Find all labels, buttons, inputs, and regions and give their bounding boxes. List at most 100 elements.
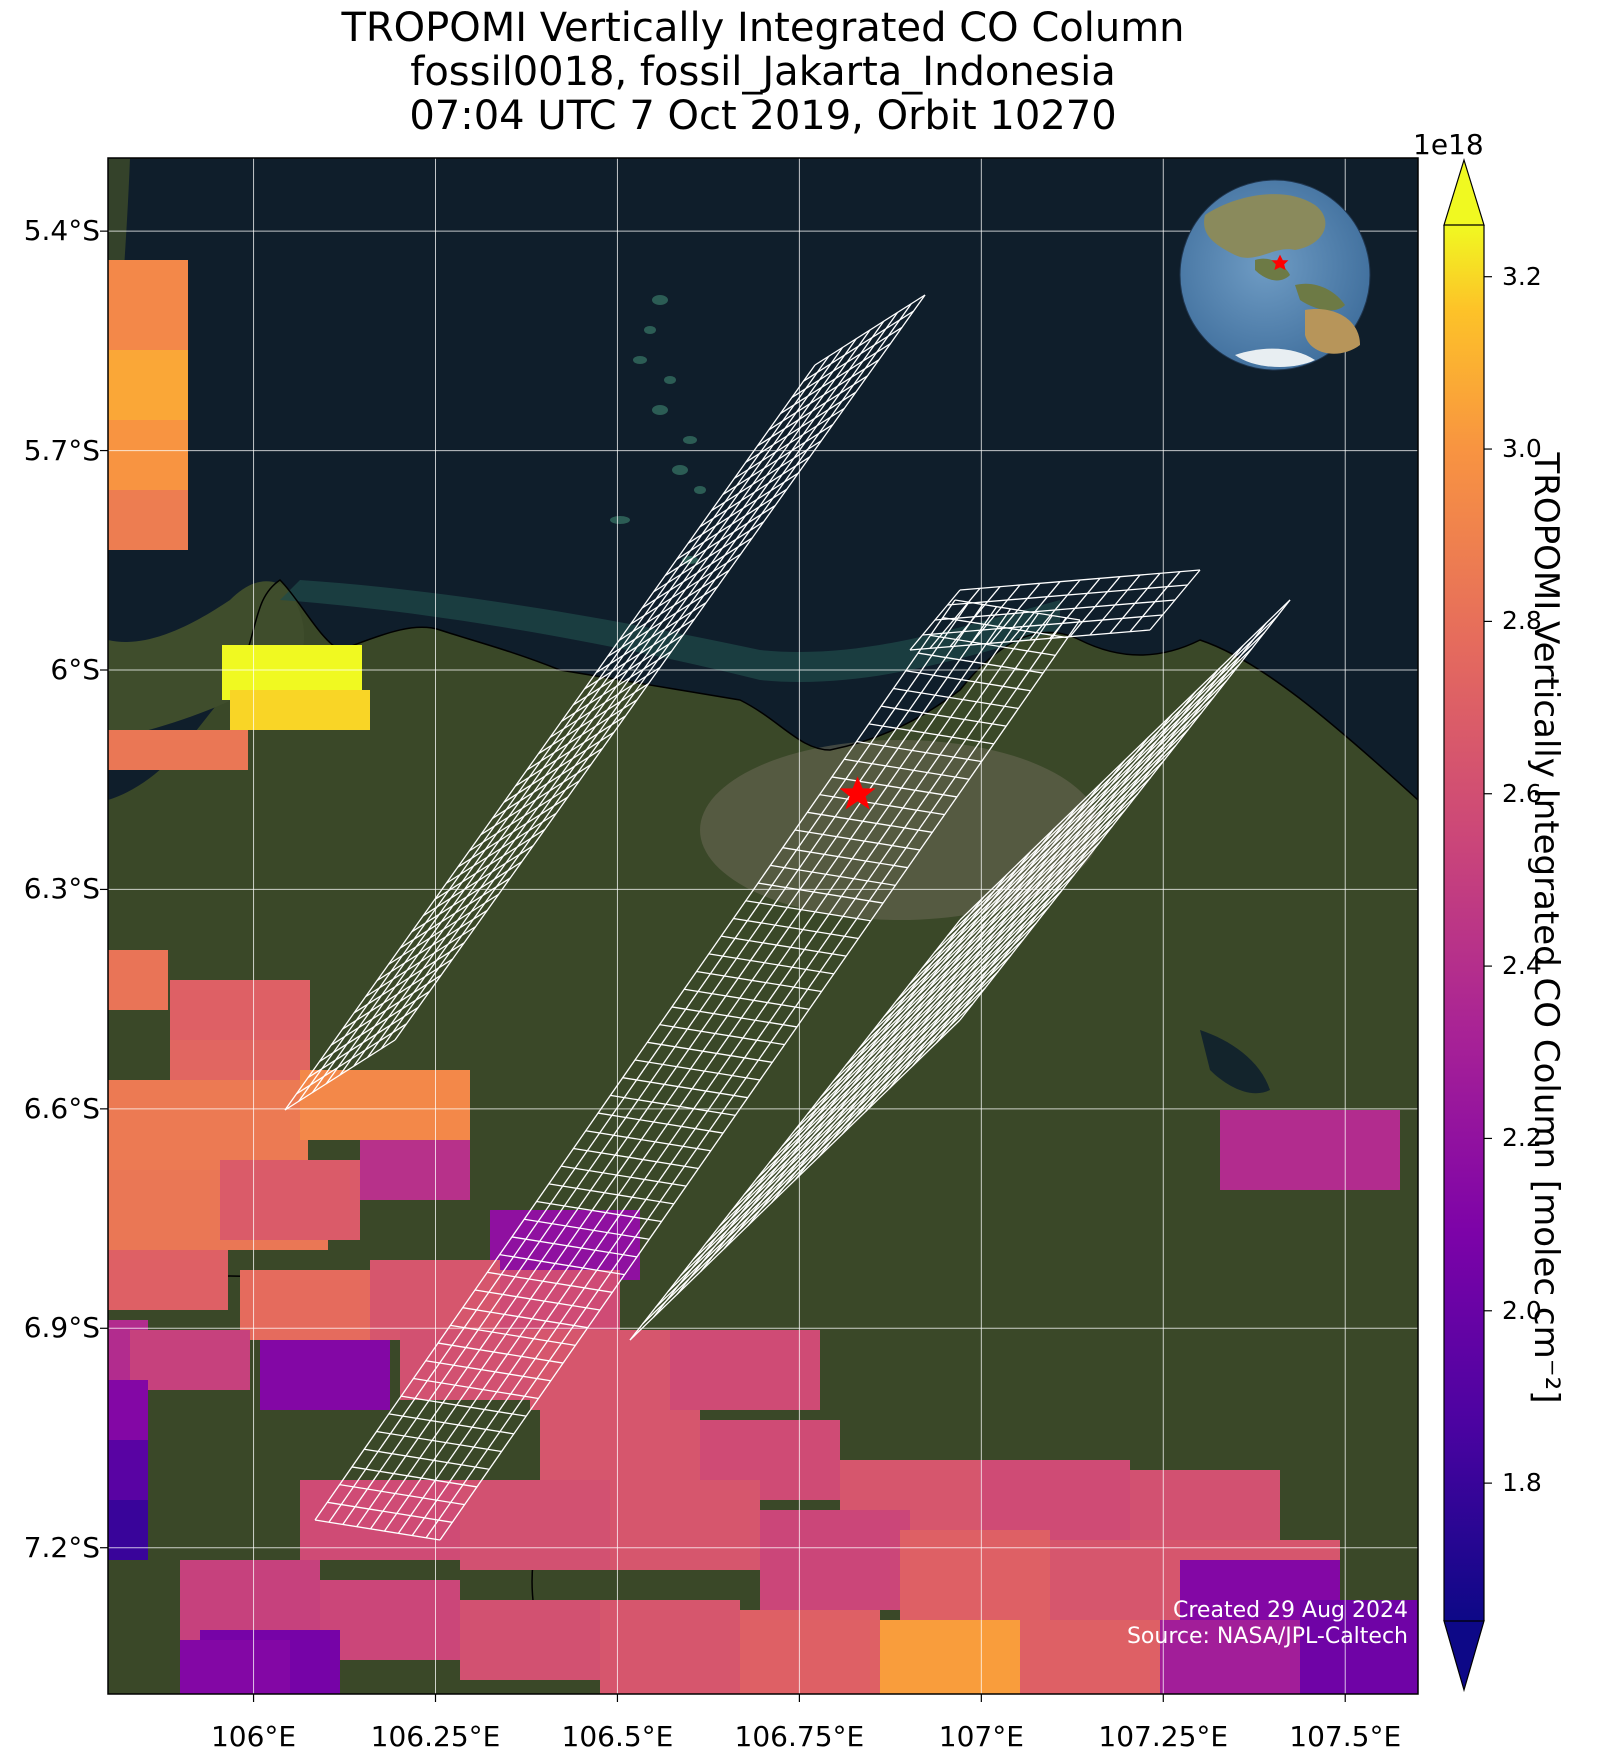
footprint-line bbox=[814, 294, 926, 366]
footprint-line bbox=[622, 1077, 748, 1099]
footprint-line bbox=[934, 599, 1176, 621]
footprint-line bbox=[437, 1342, 564, 1364]
co-pixel bbox=[108, 260, 188, 350]
colorbar-tick-label: 3.2 bbox=[1502, 261, 1542, 291]
footprint-line bbox=[388, 893, 500, 965]
colorbar-tick-label: 2.0 bbox=[1502, 1295, 1542, 1325]
footprint-line bbox=[468, 780, 580, 852]
footprint-line bbox=[524, 1218, 650, 1240]
urban-area bbox=[700, 740, 1100, 920]
footprint-line bbox=[959, 569, 1201, 591]
footprint-line bbox=[917, 652, 1044, 674]
footprint-line bbox=[803, 310, 914, 382]
footprint-line bbox=[450, 1324, 576, 1347]
footprint-line bbox=[515, 715, 626, 787]
lon-tick-label: 106.75°E bbox=[734, 1720, 865, 1753]
footprint-line bbox=[844, 758, 970, 780]
footprint-line bbox=[769, 841, 1101, 1163]
footprint-line bbox=[832, 761, 1164, 1083]
map-frame bbox=[107, 157, 1419, 1695]
co-pixel bbox=[1130, 1470, 1280, 1550]
co-pixel bbox=[108, 1380, 148, 1440]
footprint-line bbox=[909, 629, 1151, 651]
co-pixel bbox=[1220, 1110, 1400, 1190]
co-pixel bbox=[880, 1620, 1020, 1694]
footprint-line bbox=[921, 647, 1253, 969]
co-pixel bbox=[460, 1480, 610, 1570]
colorbar-tick-label: 2.4 bbox=[1502, 951, 1542, 981]
co-pixel bbox=[230, 690, 370, 730]
co-pixel-layer bbox=[108, 260, 1418, 1694]
footprint-line bbox=[351, 1466, 478, 1488]
coastal-shallows bbox=[280, 580, 1060, 682]
colorbar-tick-label: 2.2 bbox=[1502, 1123, 1542, 1153]
co-pixel bbox=[900, 1530, 1050, 1620]
footprint-line bbox=[499, 1253, 625, 1276]
footprint-line bbox=[330, 974, 442, 1046]
co-pixel bbox=[740, 1610, 880, 1694]
footprint-line bbox=[595, 602, 707, 674]
footprint-line bbox=[526, 699, 638, 771]
footprint-line bbox=[893, 687, 1019, 710]
footprint-line bbox=[548, 1183, 674, 1205]
footprint-line bbox=[462, 1307, 588, 1329]
lat-tick-label: 7.2°S bbox=[23, 1530, 100, 1564]
co-pixel bbox=[260, 1340, 390, 1410]
footprint-line bbox=[718, 906, 1050, 1228]
footprint-line bbox=[710, 440, 822, 512]
co-pixel bbox=[670, 1330, 820, 1410]
footprint-line bbox=[538, 683, 649, 755]
footprint-line bbox=[364, 1448, 490, 1470]
footprint-line bbox=[708, 953, 834, 975]
co-pixel bbox=[530, 1330, 670, 1410]
footprint-line bbox=[671, 1006, 798, 1028]
footprint-line bbox=[422, 845, 534, 917]
footprint-line bbox=[922, 614, 1163, 636]
footprint-line bbox=[376, 1430, 502, 1453]
co-pixel bbox=[300, 1070, 470, 1140]
co-pixel bbox=[320, 1580, 460, 1660]
co-pixel bbox=[610, 1480, 760, 1570]
footprint-line bbox=[794, 829, 921, 851]
colorbar-exponent: 1e18 bbox=[1413, 128, 1484, 161]
lat-tick-label: 6.3°S bbox=[23, 872, 100, 906]
footprint-line bbox=[284, 1039, 396, 1111]
footprint-line bbox=[745, 391, 857, 463]
footprint-line bbox=[561, 650, 672, 722]
footprint-line bbox=[780, 343, 891, 415]
co-pixel bbox=[360, 1140, 470, 1200]
footprint-line bbox=[756, 857, 1088, 1179]
footprint-line bbox=[705, 922, 1037, 1244]
footprint-line bbox=[731, 890, 1062, 1212]
footprint-line bbox=[770, 864, 896, 887]
co-pixel bbox=[108, 950, 168, 1010]
footprint-line bbox=[946, 615, 1278, 937]
lat-tick-label: 6.6°S bbox=[23, 1091, 100, 1125]
footprint-line bbox=[699, 456, 811, 528]
thousand-islands bbox=[610, 295, 706, 564]
footprint-line bbox=[401, 1395, 527, 1417]
footprint-line bbox=[930, 634, 1056, 657]
co-pixel bbox=[460, 1600, 600, 1680]
footprint-line bbox=[634, 1059, 761, 1081]
footprint-line bbox=[807, 811, 933, 833]
footprint-line bbox=[399, 877, 511, 949]
co-pixel bbox=[400, 1330, 530, 1400]
footprint-line bbox=[376, 909, 488, 981]
co-pixel bbox=[220, 1160, 360, 1240]
footprint-line bbox=[511, 1236, 638, 1258]
footprint-line bbox=[684, 988, 810, 1010]
co-pixel bbox=[108, 1500, 148, 1560]
co-pixel bbox=[760, 1510, 910, 1610]
footprint-line bbox=[411, 861, 523, 933]
lon-tick-label: 107°E bbox=[938, 1720, 1024, 1753]
co-pixel bbox=[1020, 1620, 1160, 1694]
footprint-line bbox=[905, 670, 1031, 692]
footprint-line bbox=[781, 825, 1113, 1147]
credit-source: Source: NASA/JPL-Caltech bbox=[1126, 1624, 1408, 1649]
footprint-line bbox=[794, 809, 1126, 1131]
footprint-line bbox=[388, 1413, 514, 1435]
footprint-line bbox=[585, 1130, 711, 1152]
co-pixel bbox=[108, 1440, 148, 1500]
footprint-line bbox=[536, 1200, 662, 1223]
